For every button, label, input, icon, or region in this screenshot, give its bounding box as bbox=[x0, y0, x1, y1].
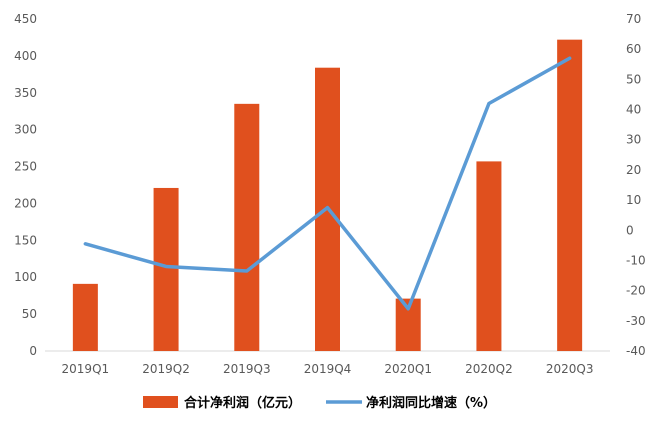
left-y-tick-label: 450 bbox=[14, 12, 37, 26]
x-tick-label: 2020Q3 bbox=[546, 362, 594, 376]
x-tick-label: 2020Q1 bbox=[384, 362, 432, 376]
bar-series-net-profit bbox=[72, 39, 583, 352]
bar bbox=[72, 283, 98, 351]
right-y-tick-label: 40 bbox=[626, 103, 641, 117]
left-y-tick-label: 400 bbox=[14, 49, 37, 63]
legend-swatch-bar bbox=[143, 396, 178, 408]
left-y-axis-tick-labels: 0 50 100 150 200 250 300 350 400 450 bbox=[14, 12, 37, 358]
right-y-tick-label: 60 bbox=[626, 42, 641, 56]
left-y-tick-label: 200 bbox=[14, 196, 37, 210]
bar bbox=[557, 39, 583, 351]
x-tick-label: 2019Q3 bbox=[223, 362, 271, 376]
x-tick-label: 2019Q1 bbox=[62, 362, 110, 376]
right-y-tick-label: 20 bbox=[626, 163, 641, 177]
bar bbox=[234, 103, 260, 351]
left-y-tick-label: 100 bbox=[14, 270, 37, 284]
left-y-tick-label: 250 bbox=[14, 160, 37, 174]
line-point bbox=[487, 102, 491, 106]
left-y-tick-label: 300 bbox=[14, 123, 37, 137]
line-point bbox=[164, 264, 168, 268]
x-axis-tick-labels: 2019Q1 2019Q2 2019Q3 2019Q4 2020Q1 2020Q2 2020… bbox=[62, 362, 594, 376]
left-y-tick-label: 350 bbox=[14, 86, 37, 100]
line-point bbox=[245, 269, 249, 273]
right-y-tick-label: 70 bbox=[626, 12, 641, 26]
x-tick-label: 2019Q2 bbox=[142, 362, 190, 376]
x-tick-label: 2019Q4 bbox=[304, 362, 352, 376]
line-point bbox=[326, 206, 329, 210]
line-series-growth-rate bbox=[83, 56, 572, 311]
left-y-tick-label: 150 bbox=[14, 233, 37, 247]
right-y-tick-label: -20 bbox=[626, 284, 646, 298]
right-y-tick-label: -30 bbox=[626, 314, 646, 328]
bar bbox=[476, 161, 502, 351]
right-y-tick-label: -10 bbox=[626, 253, 646, 267]
legend-label-bar: 合计净利润（亿元） bbox=[184, 395, 301, 411]
right-y-tick-label: 0 bbox=[626, 223, 634, 237]
right-y-tick-label: 10 bbox=[626, 193, 641, 207]
chart-legend: 合计净利润（亿元） 净利润同比增速（%） bbox=[143, 395, 496, 411]
right-y-tick-label: -40 bbox=[626, 344, 646, 358]
legend-label-line: 净利润同比增速（%） bbox=[366, 395, 496, 411]
x-tick-label: 2020Q2 bbox=[465, 362, 513, 376]
bar bbox=[153, 187, 179, 351]
right-y-tick-label: 30 bbox=[626, 133, 641, 147]
left-y-tick-label: 0 bbox=[29, 344, 37, 358]
line-point bbox=[568, 56, 572, 60]
right-y-axis-tick-labels: -40 -30 -20 -10 0 10 20 30 40 50 60 70 bbox=[626, 12, 646, 358]
left-y-tick-label: 50 bbox=[22, 307, 37, 321]
line-point bbox=[83, 242, 87, 246]
right-y-tick-label: 50 bbox=[626, 72, 641, 86]
line-point bbox=[406, 307, 410, 311]
